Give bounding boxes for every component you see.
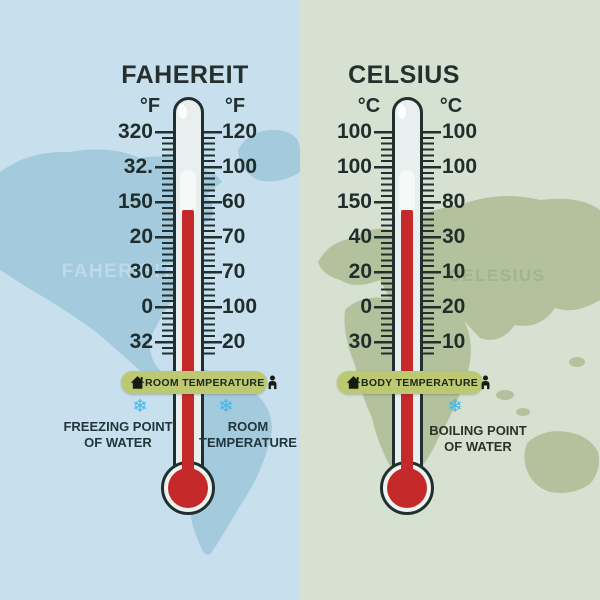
scale-tick-label: 70 [222,260,246,283]
scale-tick-label: 20 [222,330,246,353]
celsius-watermark: CELESIUS [448,266,546,285]
scale-tick-label: 60 [222,190,246,213]
scale-tick-label: 120 [222,120,258,143]
glass-highlight [180,170,196,218]
scale-tick-label: 100 [222,155,258,178]
scale-tick-label: 30 [442,225,466,248]
major-tick-column [374,131,392,345]
fahrenheit-mercury-column [182,210,194,473]
caption-line: OF WATER [444,438,512,454]
snowflake-icon: ❄ [132,396,148,416]
major-tick-column [204,131,222,345]
scale-tick-label: 100 [442,155,478,178]
major-tick-column [155,131,173,345]
banner-label: BODY TEMPERATURE [361,376,479,389]
scale-tick-label: 30 [129,260,153,283]
scale-tick-label: 320 [117,120,153,143]
scale-tick-label: 100 [336,155,372,178]
person-icon [478,375,493,390]
unit-label: °F [139,95,161,117]
room-temperature-caption: ROOM TEMPERATURE [183,419,313,450]
freezing-point-caption: FREEZING POINT OF WATER [48,419,188,450]
fahrenheit-watermark: FAHERIEIT [61,261,175,282]
scale-tick-label: 32. [123,155,153,178]
scale-tick-label: 0 [141,295,153,318]
unit-label: °F [224,95,246,117]
unit-label: °C [357,95,381,117]
scale-tick-label: 30 [348,330,372,353]
fahrenheit-title: FAHEREIT [121,61,249,89]
scale-tick-label: 40 [348,225,372,248]
caption-line: TEMPERATURE [199,434,297,450]
person-icon [265,375,280,390]
scale-tick-label: 100 [222,295,258,318]
snowflake-icon: ❄ [218,396,234,416]
banner-label: ROOM TEMPERATURE [145,376,265,389]
scale-tick-label: 10 [442,330,466,353]
scale-tick-label: 70 [222,225,246,248]
scale-tick-label: 150 [336,190,372,213]
scale-tick-label: 100 [442,120,478,143]
unit-label: °C [439,95,463,117]
house-icon [346,375,361,390]
caption-line: BOILING POINT [429,423,527,438]
room-temperature-banner: ROOM TEMPERATURE [121,371,276,394]
celsius-mercury-column [401,210,413,473]
scale-tick-label: 20 [442,295,466,318]
scale-tick-label: 100 [336,120,372,143]
caption-line: ROOM [227,419,269,434]
caption-line: FREEZING POINT [63,419,173,434]
scale-tick-label: 150 [117,190,153,213]
scale-tick-label: 20 [129,225,153,248]
celsius-title: CELSIUS [348,61,460,89]
body-temperature-banner: BODY TEMPERATURE [337,371,490,394]
scale-tick-label: 0 [360,295,372,318]
scale-tick-label: 32 [129,330,153,353]
major-tick-column [423,131,441,345]
fahrenheit-mercury-bulb [168,468,208,508]
caption-line: OF WATER [84,434,152,450]
scale-tick-label: 10 [442,260,466,283]
scale-tick-label: 20 [348,260,372,283]
boiling-point-caption: BOILING POINT OF WATER [408,423,548,454]
scale-tick-label: 80 [442,190,466,213]
celsius-mercury-bulb [387,468,427,508]
glass-highlight [399,170,415,218]
house-icon [130,375,145,390]
snowflake-icon: ❄ [447,396,463,416]
